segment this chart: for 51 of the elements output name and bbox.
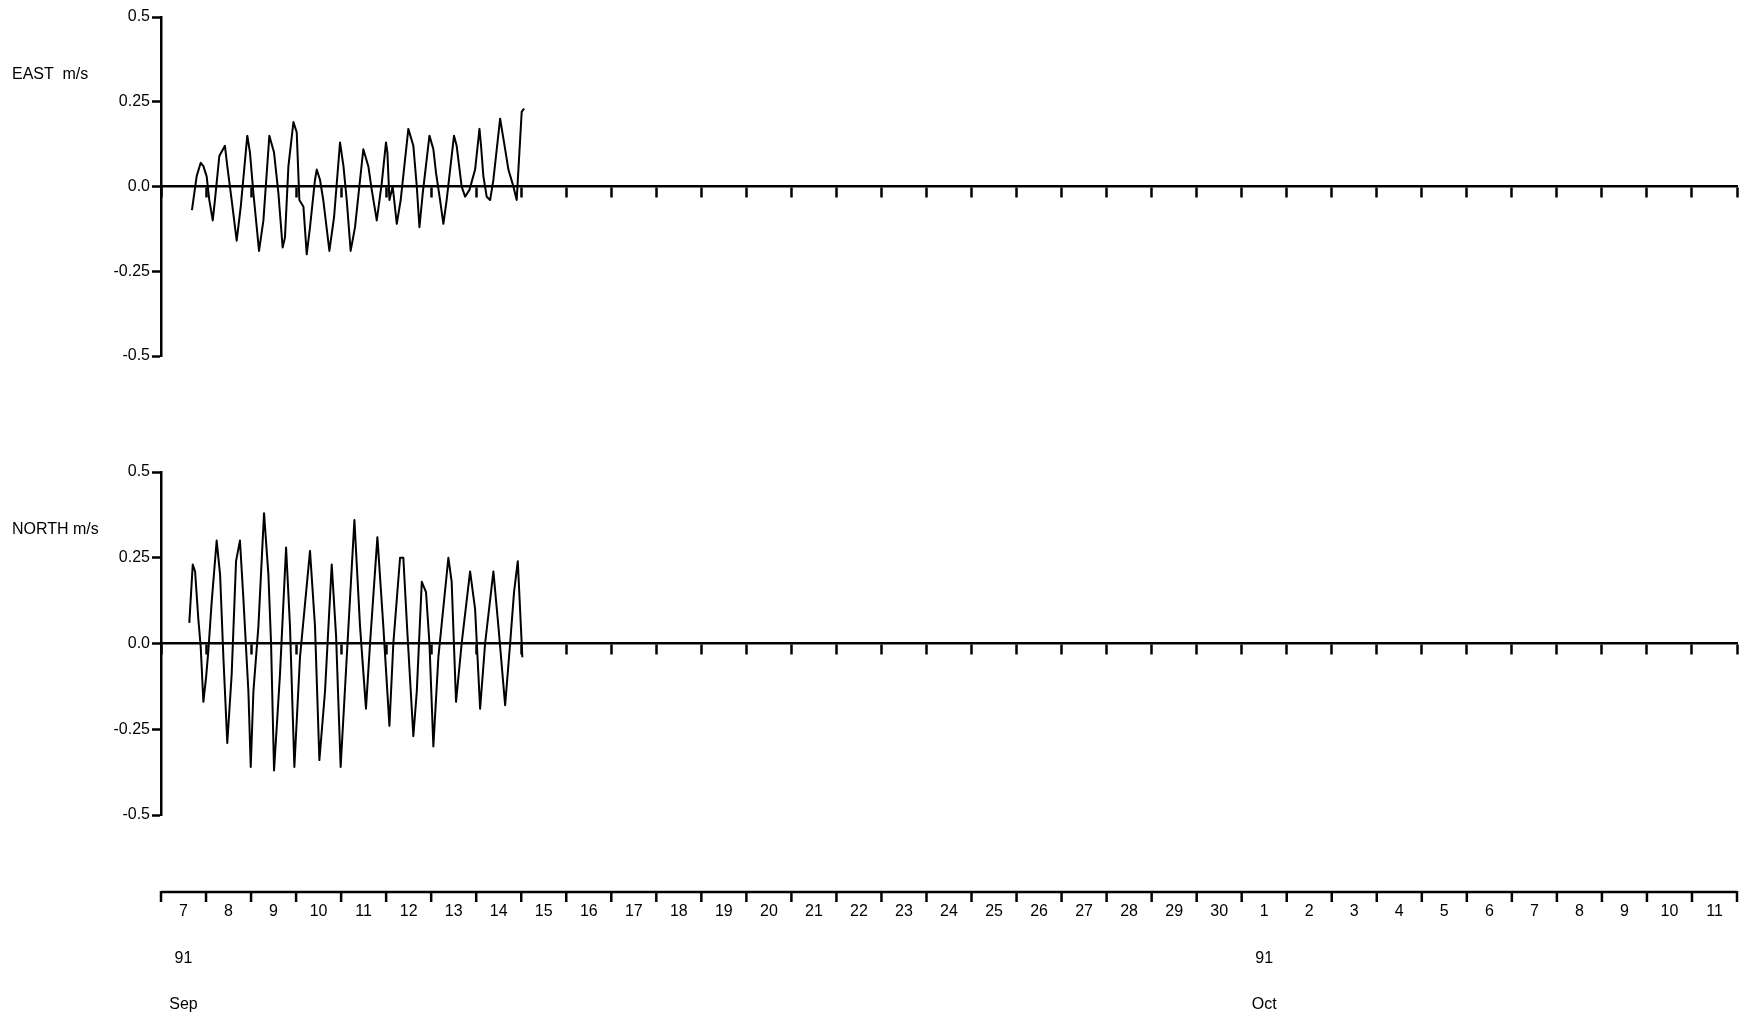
y-tick-label: -0.25 (113, 261, 151, 279)
y-tick-label: -0.25 (113, 719, 151, 737)
text: 91 (1255, 949, 1274, 967)
x-tick-label: 23 (895, 902, 913, 920)
text: Sep (169, 995, 198, 1013)
x-tick-label: 27 (1075, 902, 1094, 920)
x-tick-label: 8 (1574, 902, 1584, 920)
x-tick-label: 11 (355, 902, 373, 920)
x-tick-label: 3 (1349, 902, 1359, 920)
x-tick-label: 15 (534, 902, 553, 920)
x-tick-label: 29 (1165, 902, 1184, 920)
x-tick-label: 21 (805, 902, 823, 920)
x-tick-label: 22 (850, 902, 868, 920)
x-tick-label: 17 (624, 902, 643, 920)
y-tick-label: 0.5 (127, 462, 151, 480)
x-tick-label: 10 (309, 902, 328, 920)
x-tick-label: 18 (669, 902, 688, 920)
x-tick-label: 26 (1030, 902, 1049, 920)
x-tick-label: 13 (444, 902, 463, 920)
y-tick-label: 0.0 (127, 633, 151, 651)
y-tick-label: 0.0 (127, 176, 151, 194)
x-tick-label: 7 (179, 902, 189, 920)
x-tick-label: 11 (1706, 902, 1723, 920)
x-tick-label: 9 (269, 902, 279, 920)
y-tick-label: 0.25 (118, 548, 151, 566)
x-tick-label: 30 (1210, 902, 1229, 920)
text: 91 (174, 949, 193, 967)
text: Oct (1251, 995, 1278, 1013)
x-tick-label: 8 (224, 902, 234, 920)
x-tick-label: 20 (759, 902, 778, 920)
x-tick-label: 14 (489, 902, 508, 920)
y-tick-label: -0.5 (122, 805, 151, 823)
x-tick-label: 12 (399, 902, 418, 920)
x-tick-label: 28 (1120, 902, 1139, 920)
x-tick-label: 10 (1660, 902, 1679, 920)
x-tick-label: 5 (1439, 902, 1449, 920)
y-tick-label: 0.5 (127, 7, 151, 25)
x-tick-label: 6 (1484, 902, 1494, 920)
x-tick-label: 7 (1529, 902, 1539, 920)
x-tick-label: 2 (1304, 902, 1314, 920)
y-tick-label: 0.25 (118, 92, 151, 110)
x-tick-label: 24 (940, 902, 958, 920)
x-tick-label: 9 (1619, 902, 1629, 920)
y-axis-title: NORTH m/s (12, 520, 99, 538)
x-tick-label: 4 (1394, 902, 1404, 920)
x-tick-label: 1 (1259, 902, 1269, 920)
y-tick-label: -0.5 (122, 346, 151, 364)
y-axis-title: EAST m/s (12, 65, 89, 83)
x-tick-label: 25 (985, 902, 1004, 920)
x-tick-label: 19 (714, 902, 733, 920)
x-tick-label: 16 (579, 902, 598, 920)
